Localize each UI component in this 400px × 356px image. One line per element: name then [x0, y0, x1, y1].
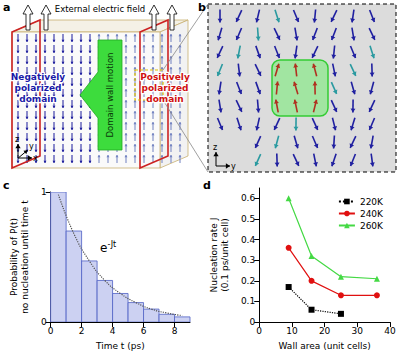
svg-text:1: 1 — [41, 187, 47, 197]
svg-text:0.1: 0.1 — [241, 296, 255, 306]
svg-text:y: y — [29, 142, 34, 151]
svg-text:0: 0 — [249, 317, 255, 327]
svg-text:4: 4 — [110, 326, 116, 336]
svg-text:30: 30 — [352, 326, 364, 336]
svg-text:10: 10 — [286, 326, 298, 336]
svg-text:40: 40 — [384, 326, 396, 336]
svg-text:Probability of P(t): Probability of P(t) — [9, 218, 19, 296]
svg-text:Domain wall motion: Domain wall motion — [105, 52, 115, 137]
svg-text:polarized: polarized — [14, 83, 61, 93]
svg-text:220K: 220K — [360, 197, 384, 207]
svg-text:d: d — [203, 179, 211, 192]
svg-text:0.6: 0.6 — [241, 193, 256, 203]
svg-text:0: 0 — [48, 326, 54, 336]
svg-text:240K: 240K — [360, 209, 384, 219]
svg-text:260K: 260K — [360, 221, 384, 231]
svg-text:a: a — [3, 1, 10, 14]
svg-text:c: c — [3, 179, 10, 192]
svg-text:domain: domain — [19, 94, 57, 104]
svg-text:Positively: Positively — [140, 72, 190, 82]
svg-text:8: 8 — [172, 326, 178, 336]
svg-text:polarized: polarized — [141, 83, 188, 93]
svg-text:z: z — [15, 135, 19, 144]
svg-text:0.4: 0.4 — [241, 235, 256, 245]
svg-text:(0.1 ps/unit cell): (0.1 ps/unit cell) — [220, 218, 230, 291]
svg-text:Wall area (unit cells): Wall area (unit cells) — [279, 341, 371, 351]
svg-text:b: b — [198, 1, 206, 14]
svg-text:0.3: 0.3 — [241, 255, 255, 265]
svg-text:0: 0 — [256, 326, 262, 336]
svg-text:0.5: 0.5 — [241, 214, 255, 224]
svg-text:Time t (ps): Time t (ps) — [95, 341, 145, 351]
svg-text:no nucleation until time t: no nucleation until time t — [20, 200, 30, 314]
svg-text:-Jt: -Jt — [107, 240, 116, 249]
svg-text:x: x — [33, 154, 38, 163]
svg-text:0.2: 0.2 — [241, 276, 255, 286]
svg-text:External electric field: External electric field — [55, 4, 145, 14]
svg-text:y: y — [231, 162, 236, 171]
svg-text:Negatively: Negatively — [11, 72, 66, 82]
svg-text:2: 2 — [79, 326, 85, 336]
svg-text:6: 6 — [141, 326, 147, 336]
svg-text:domain: domain — [146, 94, 184, 104]
svg-text:z: z — [213, 143, 217, 152]
svg-text:0: 0 — [41, 317, 47, 327]
svg-text:Nucleation rate J: Nucleation rate J — [209, 218, 219, 293]
svg-text:20: 20 — [319, 326, 331, 336]
svg-text:e: e — [100, 241, 107, 255]
